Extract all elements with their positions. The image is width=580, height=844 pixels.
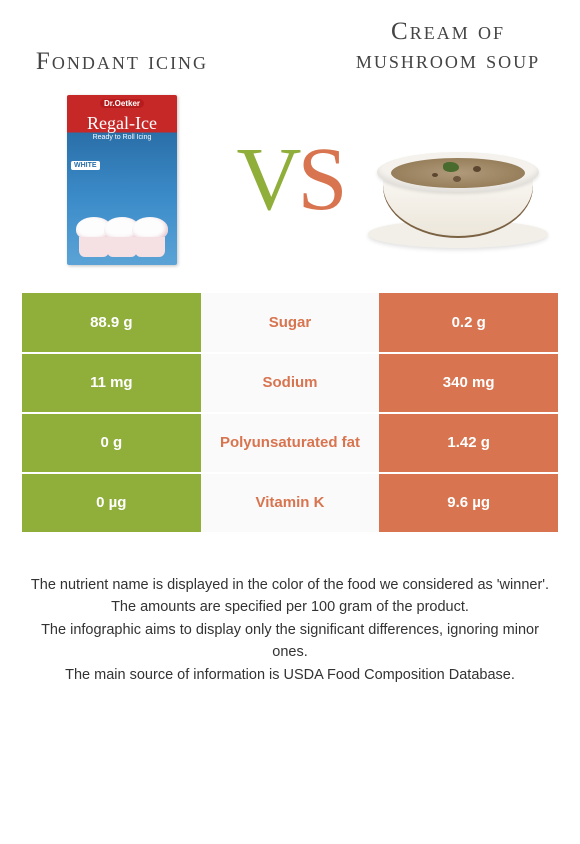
fondant-box-icon: Dr.Oetker Regal-Ice Ready to Roll Icing … — [67, 95, 177, 265]
cell-right: 1.42 g — [379, 413, 558, 473]
title-left: Fondant icing — [22, 18, 222, 77]
fondant-image: Dr.Oetker Regal-Ice Ready to Roll Icing … — [42, 95, 202, 265]
header-row: Fondant icing Cream of mushroom soup — [22, 18, 558, 77]
fondant-sub: Ready to Roll Icing — [93, 134, 152, 141]
title-right: Cream of mushroom soup — [338, 18, 558, 76]
cell-left: 88.9 g — [22, 293, 201, 353]
fondant-brand: Dr.Oetker — [100, 99, 144, 108]
cell-right: 9.6 µg — [379, 473, 558, 533]
vs-label: VS — [236, 135, 343, 225]
table-row: 0 gPolyunsaturated fat1.42 g — [22, 413, 558, 473]
note-line: The amounts are specified per 100 gram o… — [28, 596, 552, 618]
table-body: 88.9 gSugar0.2 g11 mgSodium340 mg0 gPoly… — [22, 293, 558, 533]
cell-left: 0 µg — [22, 473, 201, 533]
note-line: The infographic aims to display only the… — [28, 619, 552, 664]
cell-left: 11 mg — [22, 353, 201, 413]
vs-v: V — [236, 130, 297, 229]
table-row: 11 mgSodium340 mg — [22, 353, 558, 413]
table-row: 0 µgVitamin K9.6 µg — [22, 473, 558, 533]
cupcakes-icon — [76, 217, 168, 257]
cell-nutrient: Sodium — [201, 353, 380, 413]
cell-right: 0.2 g — [379, 293, 558, 353]
footer-notes: The nutrient name is displayed in the co… — [22, 574, 558, 686]
vs-s: S — [297, 130, 343, 229]
cell-nutrient: Sugar — [201, 293, 380, 353]
soup-image — [378, 95, 538, 265]
cell-nutrient: Polyunsaturated fat — [201, 413, 380, 473]
soup-bowl-icon — [378, 110, 538, 250]
table-row: 88.9 gSugar0.2 g — [22, 293, 558, 353]
cell-left: 0 g — [22, 413, 201, 473]
note-line: The main source of information is USDA F… — [28, 664, 552, 686]
cell-right: 340 mg — [379, 353, 558, 413]
infographic-container: Fondant icing Cream of mushroom soup Dr.… — [0, 0, 580, 844]
comparison-table: 88.9 gSugar0.2 g11 mgSodium340 mg0 gPoly… — [22, 293, 558, 534]
images-row: Dr.Oetker Regal-Ice Ready to Roll Icing … — [22, 95, 558, 265]
fondant-tag: WHITE — [71, 161, 100, 170]
note-line: The nutrient name is displayed in the co… — [28, 574, 552, 596]
cell-nutrient: Vitamin K — [201, 473, 380, 533]
fondant-label: Regal-Ice — [87, 114, 157, 132]
